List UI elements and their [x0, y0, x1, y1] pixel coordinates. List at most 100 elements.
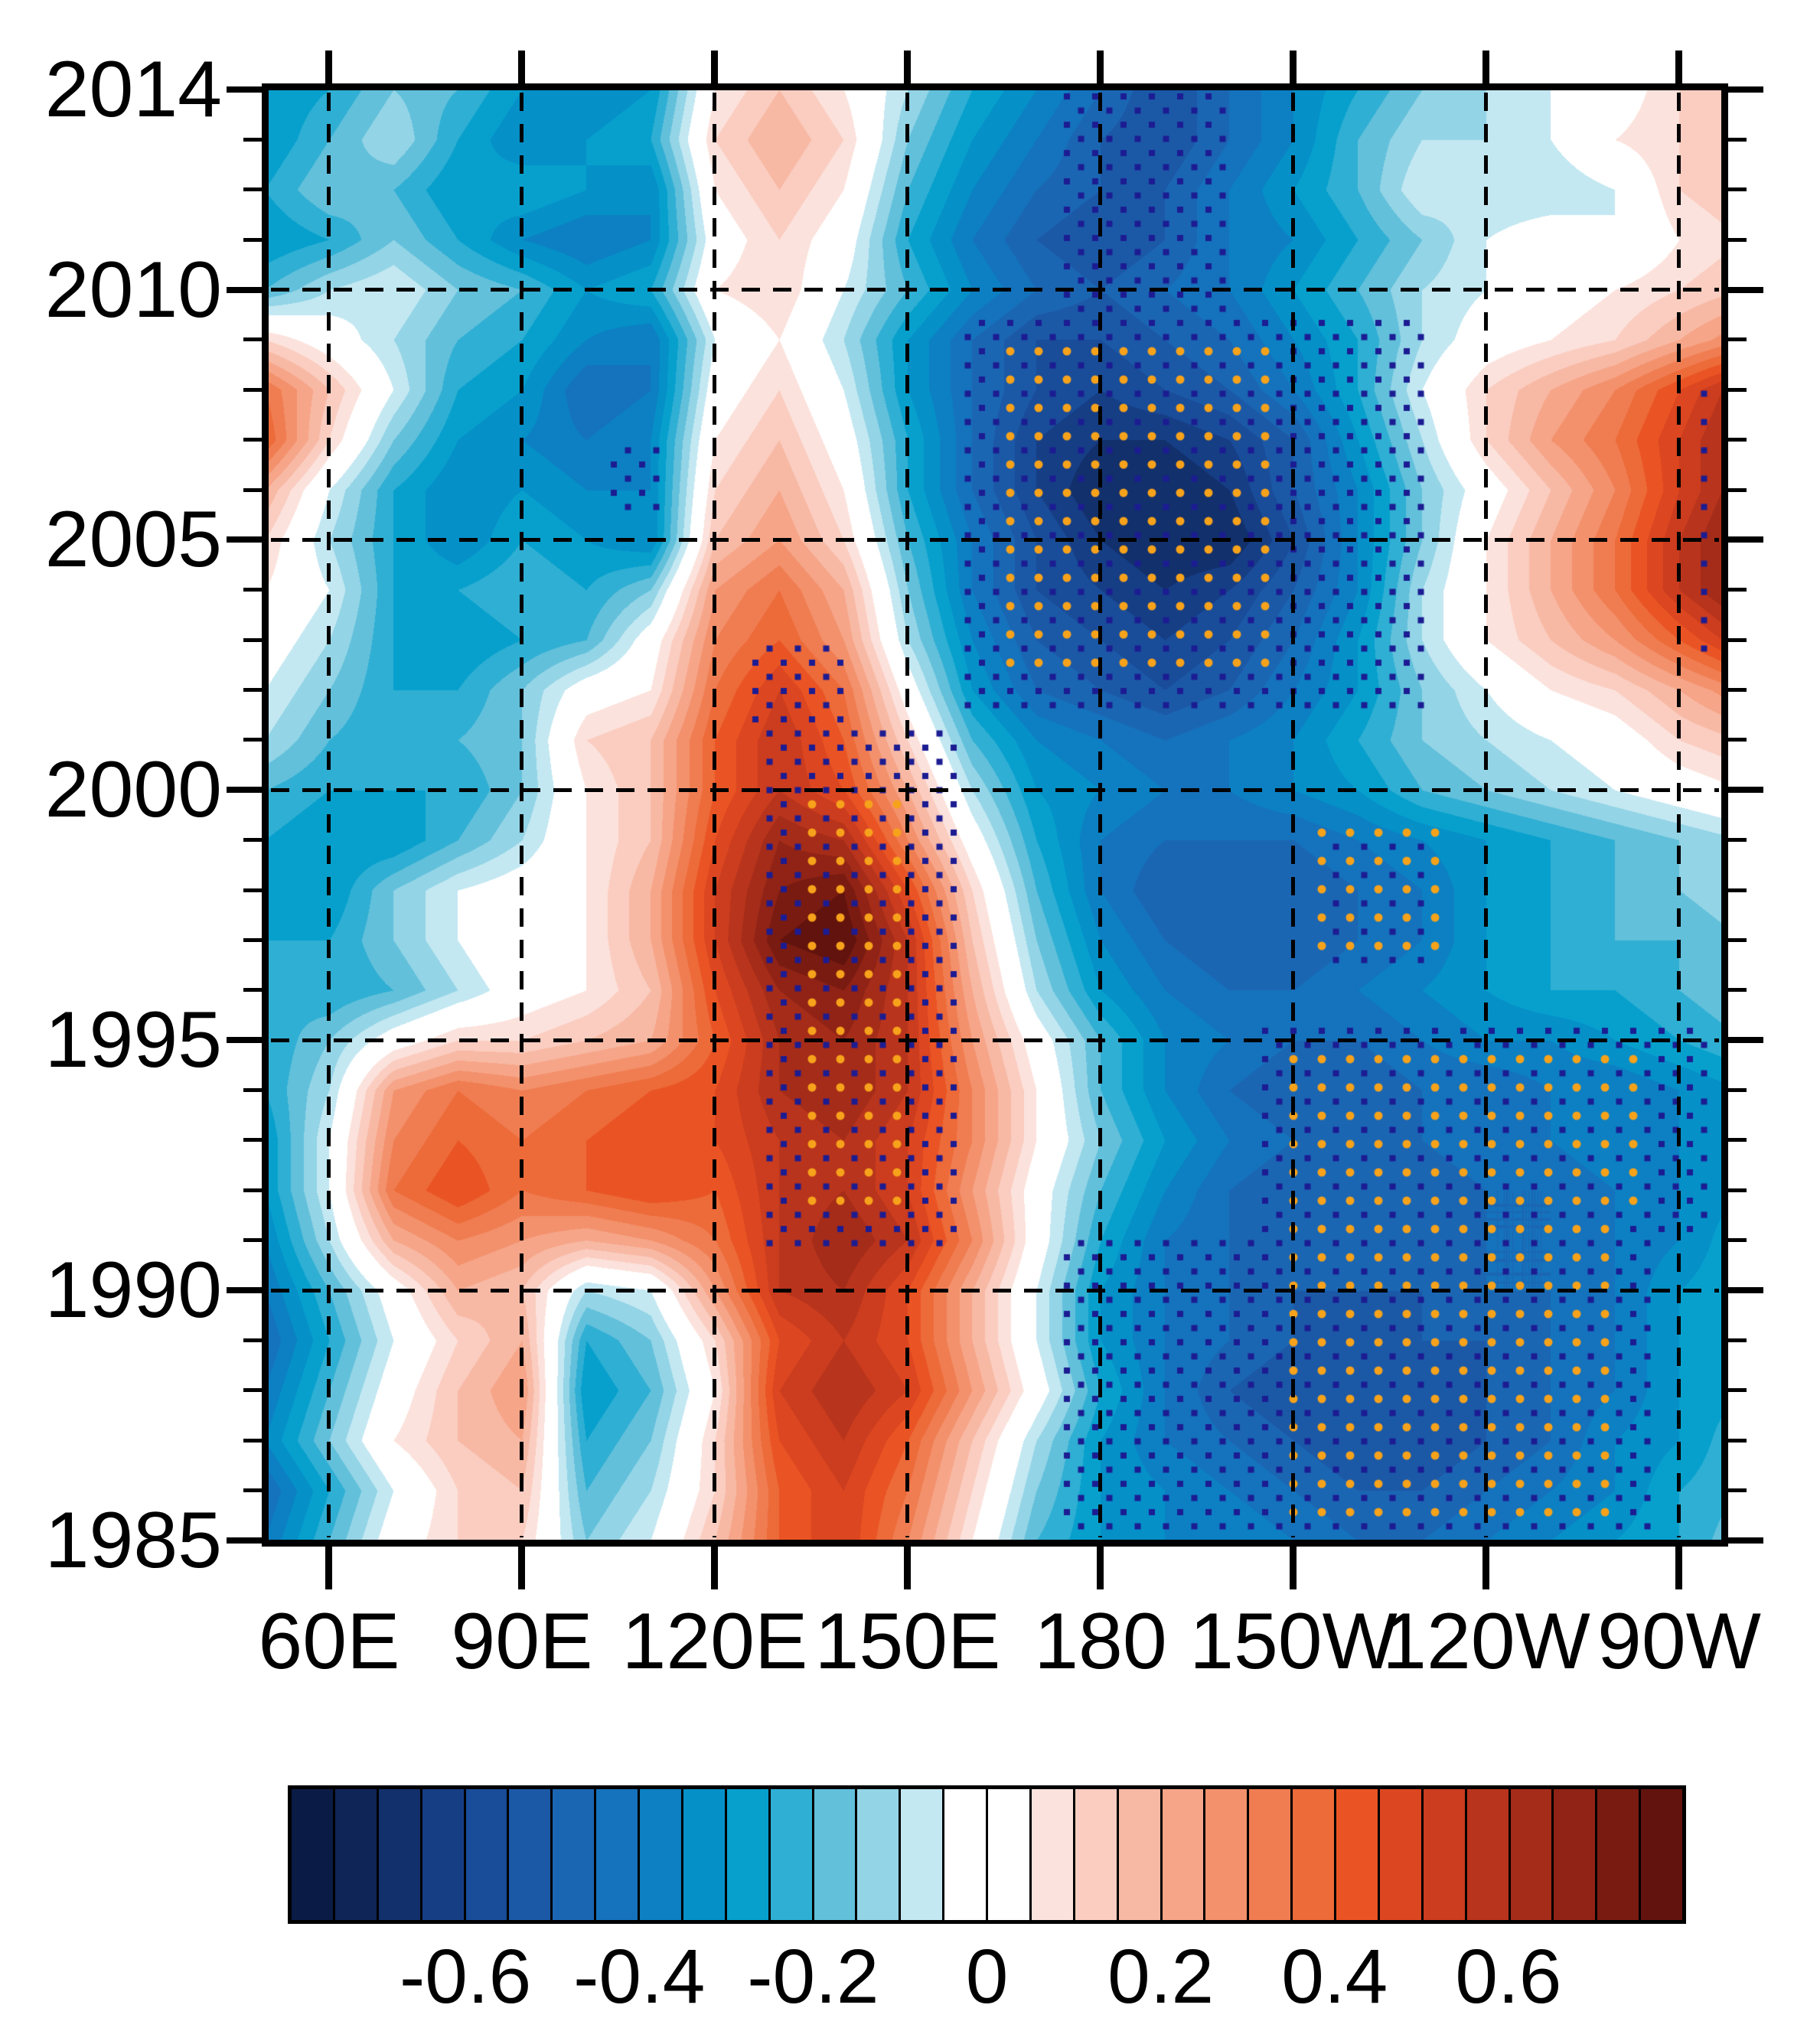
- y-minor-tick-right: [1725, 237, 1747, 242]
- colorbar-segment: [422, 1789, 466, 1920]
- colorbar-segment: [509, 1789, 553, 1920]
- gridline-vertical: [1677, 93, 1681, 1537]
- y-minor-tick-right: [1725, 1238, 1747, 1243]
- y-tick-label: 1995: [44, 996, 222, 1085]
- x-tick-label: 150W: [1189, 1597, 1398, 1686]
- colorbar-segment: [1336, 1789, 1380, 1920]
- colorbar-segment: [944, 1789, 988, 1920]
- x-major-tick-bottom: [1097, 1547, 1104, 1589]
- y-major-tick-right: [1725, 1537, 1763, 1544]
- y-major-tick-right: [1725, 1287, 1763, 1294]
- x-tick-label: 90E: [451, 1597, 593, 1686]
- colorbar-segment: [596, 1789, 640, 1920]
- colorbar: [288, 1785, 1686, 1924]
- x-major-tick-top: [518, 51, 526, 85]
- y-minor-tick-right: [1725, 438, 1747, 442]
- y-minor-tick-right: [1725, 838, 1747, 843]
- x-tick-label: 150E: [814, 1597, 1001, 1686]
- y-minor-tick-left: [243, 137, 265, 142]
- y-minor-tick-left: [243, 1338, 265, 1342]
- y-tick-label: 1985: [44, 1496, 222, 1585]
- y-major-tick-left: [227, 86, 265, 93]
- gridline-vertical: [1484, 93, 1489, 1537]
- colorbar-segment: [1205, 1789, 1250, 1920]
- x-major-tick-bottom: [711, 1547, 719, 1589]
- y-minor-tick-right: [1725, 1188, 1747, 1192]
- colorbar-segment: [1423, 1789, 1467, 1920]
- colorbar-segment: [378, 1789, 422, 1920]
- y-minor-tick-left: [243, 738, 265, 742]
- gridline-vertical: [1098, 93, 1103, 1537]
- y-minor-tick-left: [243, 688, 265, 693]
- y-major-tick-left: [227, 1037, 265, 1044]
- colorbar-segment: [292, 1789, 335, 1920]
- y-minor-tick-right: [1725, 1138, 1747, 1143]
- gridline-vertical: [327, 93, 331, 1537]
- colorbar-segment: [553, 1789, 597, 1920]
- y-minor-tick-left: [243, 1188, 265, 1192]
- y-minor-tick-right: [1725, 588, 1747, 592]
- x-major-tick-bottom: [1482, 1547, 1490, 1589]
- y-minor-tick-left: [243, 1488, 265, 1493]
- x-tick-label: 60E: [258, 1597, 400, 1686]
- colorbar-segment: [1379, 1789, 1424, 1920]
- y-minor-tick-left: [243, 337, 265, 342]
- x-major-tick-bottom: [904, 1547, 912, 1589]
- y-major-tick-left: [227, 286, 265, 293]
- x-major-tick-top: [711, 51, 719, 85]
- colorbar-segment: [770, 1789, 814, 1920]
- colorbar-segment: [640, 1789, 683, 1920]
- y-major-tick-left: [227, 1537, 265, 1544]
- y-minor-tick-right: [1725, 888, 1747, 892]
- y-minor-tick-right: [1725, 387, 1747, 392]
- y-minor-tick-right: [1725, 937, 1747, 942]
- colorbar-segment: [1510, 1789, 1554, 1920]
- colorbar-segment: [1641, 1789, 1682, 1920]
- y-minor-tick-left: [243, 1238, 265, 1243]
- x-major-tick-bottom: [1290, 1547, 1297, 1589]
- colorbar-segment: [683, 1789, 727, 1920]
- y-minor-tick-left: [243, 937, 265, 942]
- x-major-tick-bottom: [325, 1547, 333, 1589]
- colorbar-segment: [1466, 1789, 1511, 1920]
- colorbar-segment: [1597, 1789, 1642, 1920]
- gridline-horizontal: [271, 1288, 1719, 1293]
- gridline-horizontal: [271, 787, 1719, 792]
- y-minor-tick-left: [243, 588, 265, 592]
- colorbar-segment: [1118, 1789, 1163, 1920]
- y-minor-tick-right: [1725, 137, 1747, 142]
- colorbar-tick-label: 0: [965, 1934, 1009, 2020]
- y-minor-tick-left: [243, 988, 265, 993]
- colorbar-tick-label: -0.6: [399, 1934, 532, 2020]
- y-major-tick-right: [1725, 86, 1763, 93]
- y-minor-tick-right: [1725, 187, 1747, 192]
- y-major-tick-right: [1725, 286, 1763, 293]
- gridline-vertical: [713, 93, 717, 1537]
- y-tick-label: 1990: [44, 1246, 222, 1335]
- y-minor-tick-left: [243, 838, 265, 843]
- y-minor-tick-right: [1725, 1438, 1747, 1443]
- x-tick-label: 120E: [621, 1597, 808, 1686]
- colorbar-segment: [1162, 1789, 1206, 1920]
- x-major-tick-bottom: [518, 1547, 526, 1589]
- y-minor-tick-right: [1725, 1488, 1747, 1493]
- colorbar-segment: [726, 1789, 771, 1920]
- y-major-tick-left: [227, 1287, 265, 1294]
- y-major-tick-right: [1725, 1037, 1763, 1044]
- x-major-tick-top: [1290, 51, 1297, 85]
- y-minor-tick-left: [243, 387, 265, 392]
- colorbar-segment: [1031, 1789, 1075, 1920]
- x-major-tick-top: [1675, 51, 1683, 85]
- x-major-tick-top: [1097, 51, 1104, 85]
- colorbar-segment: [1075, 1789, 1119, 1920]
- y-tick-label: 2005: [44, 495, 222, 585]
- gridline-vertical: [905, 93, 910, 1537]
- colorbar-tick-label: 0.2: [1107, 1934, 1215, 2020]
- colorbar-segment: [901, 1789, 945, 1920]
- y-major-tick-left: [227, 536, 265, 543]
- colorbar-segment: [814, 1789, 858, 1920]
- y-minor-tick-left: [243, 1138, 265, 1143]
- colorbar-tick-label: -0.4: [573, 1934, 706, 2020]
- colorbar-segment: [1249, 1789, 1293, 1920]
